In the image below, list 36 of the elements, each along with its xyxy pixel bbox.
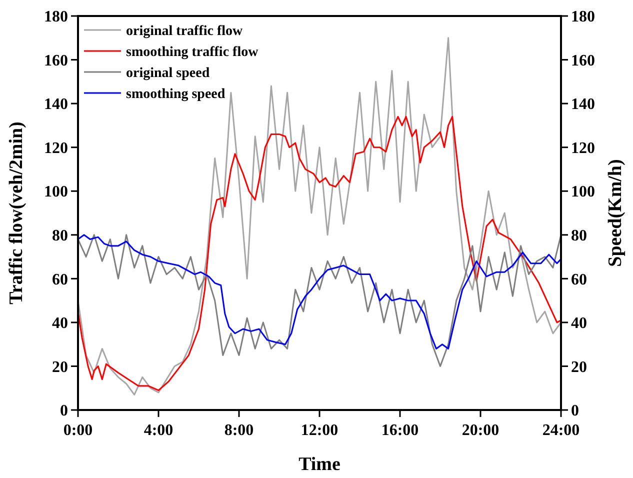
y-tick-label: 80 (52, 227, 68, 244)
x-axis-title: Time (298, 454, 340, 475)
x-tick-label: 8:00 (224, 422, 254, 439)
line-series (77, 116, 562, 392)
y-tick-label: 60 (52, 271, 68, 288)
y-axis-title: Traffic flow(veh/2min) (6, 122, 27, 304)
y2-tick-label: 120 (571, 140, 595, 157)
legend-label: smoothing traffic flow (126, 44, 260, 60)
x-tick-label: 24:00 (542, 422, 580, 439)
y2-axis-title: Speed(Km/h) (605, 159, 626, 267)
y2-tick-label: 100 (571, 184, 595, 201)
y2-tick-label: 40 (571, 315, 587, 332)
legend-label: smoothing speed (126, 86, 226, 102)
y-tick-label: 180 (44, 8, 68, 26)
x-tick-label: 16:00 (381, 422, 419, 439)
x-tick-label: 4:00 (144, 422, 174, 439)
y2-tick-label: 140 (571, 96, 595, 114)
y2-tick-label: 180 (571, 8, 595, 26)
y2-tick-label: 80 (571, 227, 587, 244)
y-tick-label: 140 (44, 96, 68, 114)
x-tick-label: 12:00 (300, 422, 338, 439)
legend-label: original traffic flow (126, 24, 244, 39)
y2-tick-label: 160 (571, 52, 595, 70)
line-series (77, 37, 562, 396)
x-tick-label: 0:00 (63, 422, 93, 439)
y-tick-label: 20 (52, 358, 68, 376)
y-tick-label: 100 (44, 184, 68, 201)
y-tick-label: 160 (44, 52, 68, 70)
y2-tick-label: 0 (571, 402, 579, 420)
y2-tick-label: 60 (571, 271, 587, 288)
legend-label: original speed (126, 66, 210, 81)
y-tick-label: 0 (60, 402, 68, 420)
y2-tick-label: 20 (571, 358, 587, 376)
x-tick-label: 20:00 (462, 422, 500, 439)
y-tick-label: 120 (44, 140, 68, 157)
y-tick-label: 40 (52, 315, 68, 332)
